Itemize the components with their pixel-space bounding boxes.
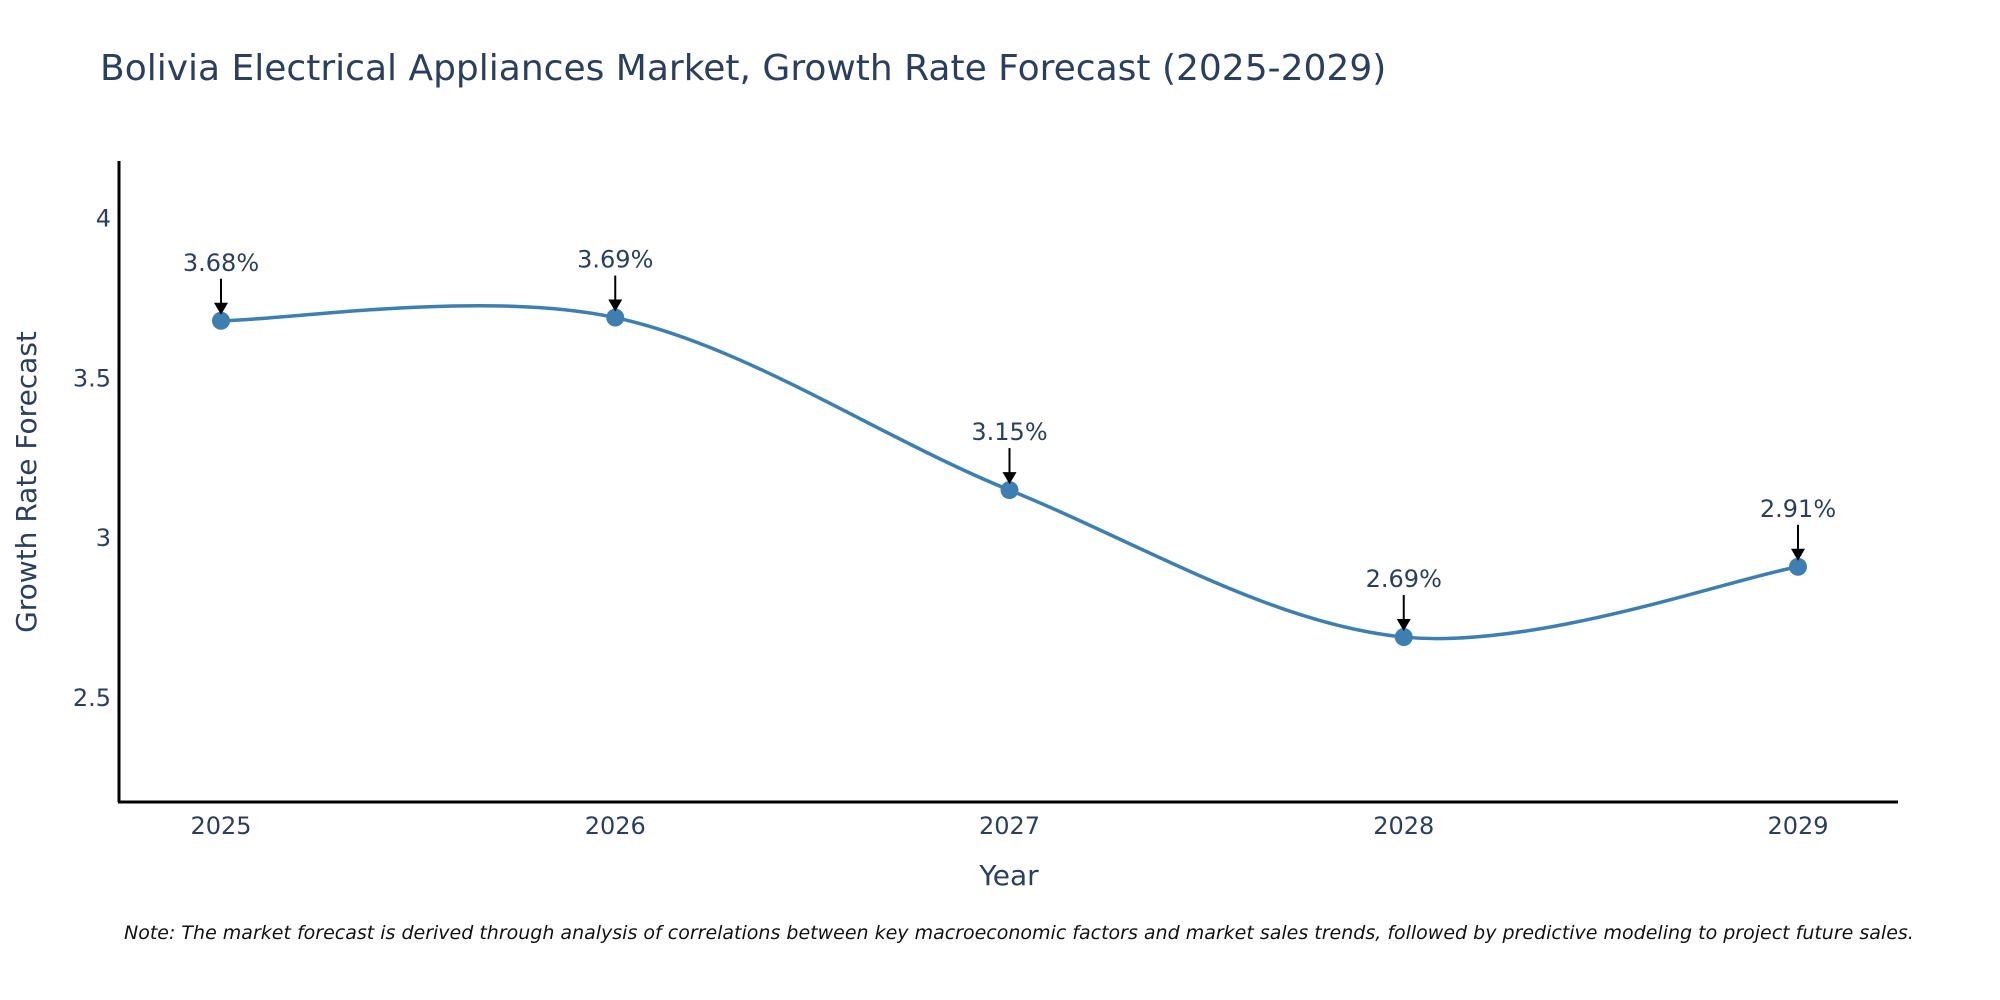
data-point: [1000, 481, 1019, 500]
y-axis-title: Growth Rate Forecast: [10, 331, 43, 633]
x-tick-label: 2029: [1767, 812, 1828, 840]
footnote: Note: The market forecast is derived thr…: [124, 922, 1914, 944]
annotation-arrowhead: [1791, 548, 1805, 561]
data-point: [606, 308, 625, 327]
data-point: [212, 311, 230, 330]
y-tick-label: 3: [96, 524, 111, 552]
data-label: 3.69%: [577, 246, 653, 274]
annotation-arrowhead: [1002, 472, 1017, 485]
y-tick-label: 2.5: [73, 684, 111, 712]
x-tick-label: 2025: [190, 812, 251, 840]
annotation-arrowhead: [1396, 619, 1411, 632]
data-point: [1789, 557, 1807, 576]
x-tick-label: 2027: [979, 812, 1040, 840]
y-tick-label: 3.5: [73, 364, 111, 392]
data-label: 3.68%: [183, 249, 259, 277]
data-annotations: 3.68% 3.69% 3.15% 2.69% 2.91%: [183, 246, 1836, 632]
annotation-arrowhead: [608, 299, 623, 312]
x-tick-label: 2028: [1373, 812, 1434, 840]
data-points: [212, 308, 1807, 647]
x-axis-ticks: 2025 2026 2027 2028 2029: [190, 812, 1828, 840]
annotation-arrowhead: [214, 302, 228, 315]
data-label: 2.91%: [1760, 495, 1836, 523]
x-axis-title: Year: [978, 859, 1039, 892]
y-tick-label: 4: [96, 205, 111, 233]
y-axis-ticks: 2.5 3 3.5 4: [73, 205, 111, 712]
data-label: 2.69%: [1366, 565, 1442, 593]
x-tick-label: 2026: [585, 812, 646, 840]
chart-title: Bolivia Electrical Appliances Market, Gr…: [100, 48, 1386, 89]
data-label: 3.15%: [971, 418, 1047, 446]
data-point: [1394, 628, 1413, 647]
